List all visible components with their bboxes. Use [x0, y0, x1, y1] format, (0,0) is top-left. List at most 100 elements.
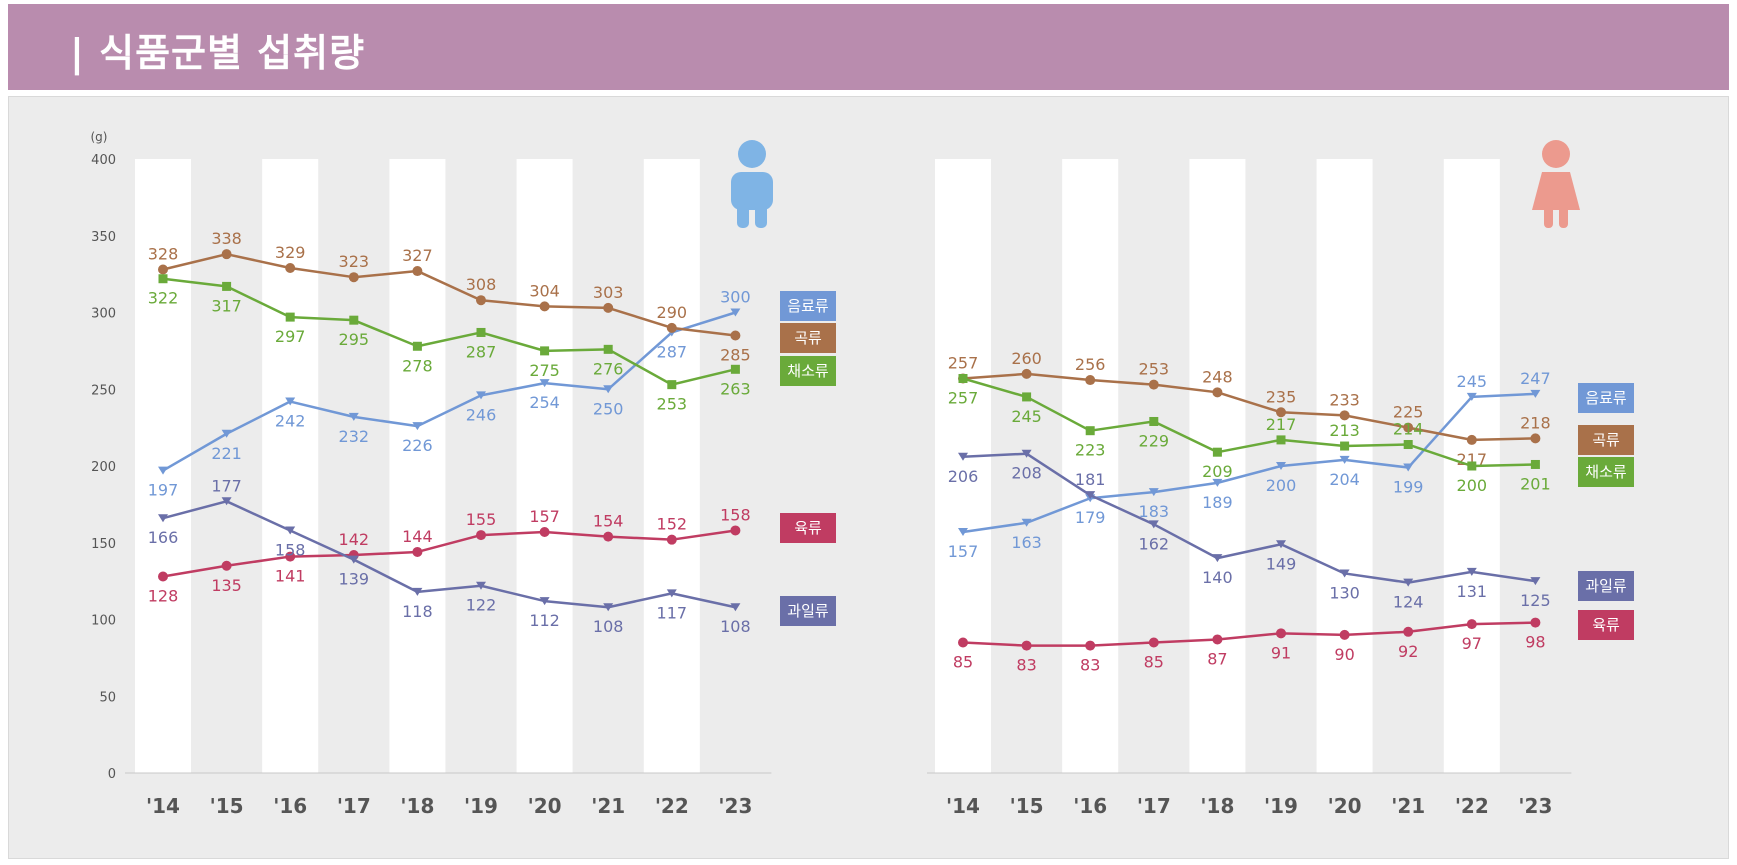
data-point	[285, 526, 296, 535]
page-title: | 식품군별 섭취량	[70, 31, 366, 75]
data-point	[158, 466, 168, 475]
column-band	[135, 159, 191, 773]
data-label: 117	[657, 603, 688, 622]
data-label: 304	[529, 281, 560, 300]
data-point	[158, 264, 168, 275]
data-point	[1149, 416, 1159, 426]
data-label: 218	[1520, 413, 1551, 432]
x-tick-label: '23	[1518, 794, 1552, 818]
column-band	[643, 159, 700, 773]
data-label: 85	[953, 653, 973, 672]
data-label: 204	[1329, 470, 1360, 489]
data-label: 199	[1393, 478, 1424, 497]
legend-tag	[780, 291, 836, 321]
data-point	[603, 385, 614, 394]
data-point	[222, 281, 232, 291]
data-label: 235	[1266, 387, 1297, 406]
data-point	[666, 589, 677, 598]
x-tick-label: '21	[1391, 794, 1425, 818]
data-label: 177	[211, 476, 242, 495]
data-point	[476, 581, 486, 590]
data-point	[1022, 392, 1032, 402]
data-point	[1530, 389, 1541, 398]
data-point	[958, 452, 968, 461]
data-label: 140	[1202, 568, 1233, 587]
data-point	[603, 603, 614, 612]
data-point	[1403, 440, 1413, 450]
data-label: 225	[1393, 403, 1424, 422]
data-point	[412, 422, 423, 431]
data-point	[1403, 422, 1414, 433]
y-tick-label: 350	[91, 230, 116, 245]
data-point	[1530, 433, 1541, 444]
data-point	[1403, 626, 1414, 637]
data-label: 217	[1266, 415, 1297, 434]
data-point	[1466, 567, 1477, 576]
legend-label: 과일류	[787, 602, 829, 620]
data-point	[540, 346, 550, 356]
series-line	[162, 500, 736, 609]
title-bar: | 식품군별 섭취량	[8, 4, 1729, 90]
data-label: 201	[1520, 474, 1551, 493]
x-tick-label: '20	[1328, 794, 1362, 818]
data-label: 83	[1016, 656, 1036, 675]
data-point	[603, 531, 614, 542]
female-figure-icon	[1532, 140, 1580, 228]
data-label: 329	[275, 243, 306, 262]
data-point	[666, 322, 677, 333]
data-label: 181	[1075, 470, 1106, 489]
data-label: 248	[1202, 367, 1233, 386]
data-label: 323	[339, 252, 370, 271]
data-point	[1340, 441, 1350, 451]
legend-tag	[780, 513, 836, 543]
data-point	[1403, 578, 1414, 587]
data-label: 300	[720, 288, 751, 307]
data-point	[158, 514, 168, 523]
data-label: 135	[211, 576, 242, 595]
data-point	[1085, 426, 1095, 436]
series-line	[962, 621, 1536, 647]
x-tick-label: '19	[464, 794, 498, 818]
data-point	[667, 380, 677, 390]
data-label: 208	[1011, 464, 1042, 483]
data-label: 250	[593, 399, 624, 418]
data-label: 233	[1329, 390, 1360, 409]
x-tick-label: '17	[1137, 794, 1171, 818]
series-line	[962, 392, 1536, 534]
page-title-text: 식품군별 섭취량	[99, 31, 366, 75]
data-point	[666, 534, 677, 545]
x-tick-label: '16	[273, 794, 307, 818]
chart-male: 0 50 100 150 200 250 300 350 400 (g) '14 '15 '16 '17 '…	[91, 130, 836, 818]
data-label: 179	[1075, 508, 1106, 527]
data-label: 162	[1139, 534, 1170, 553]
data-point	[730, 330, 741, 341]
data-label: 253	[657, 395, 688, 414]
x-tick-label: '21	[591, 794, 625, 818]
legend-tag	[1578, 610, 1634, 640]
data-label: 247	[1520, 369, 1551, 388]
data-label: 112	[529, 611, 560, 630]
data-point	[730, 603, 741, 612]
x-tick-label: '17	[337, 794, 371, 818]
series-line	[962, 377, 1536, 468]
data-label: 223	[1075, 441, 1106, 460]
data-label: 226	[402, 436, 433, 455]
data-point	[958, 374, 968, 384]
x-tick-label: '18	[400, 794, 434, 818]
y-tick-label: 200	[91, 460, 116, 475]
x-tick-label: '22	[655, 794, 689, 818]
data-point	[221, 560, 232, 571]
data-point	[1530, 617, 1541, 628]
x-tick-label: '23	[718, 794, 752, 818]
data-label: 257	[948, 389, 979, 408]
data-point	[1212, 478, 1223, 487]
data-label: 295	[339, 330, 370, 349]
data-point	[1085, 491, 1096, 500]
data-label: 245	[1011, 407, 1042, 426]
data-label: 97	[1462, 634, 1482, 653]
data-point	[348, 555, 359, 564]
data-point	[221, 497, 232, 506]
data-point	[1085, 375, 1096, 386]
x-tick-label: '18	[1200, 794, 1234, 818]
data-label: 90	[1334, 645, 1354, 664]
